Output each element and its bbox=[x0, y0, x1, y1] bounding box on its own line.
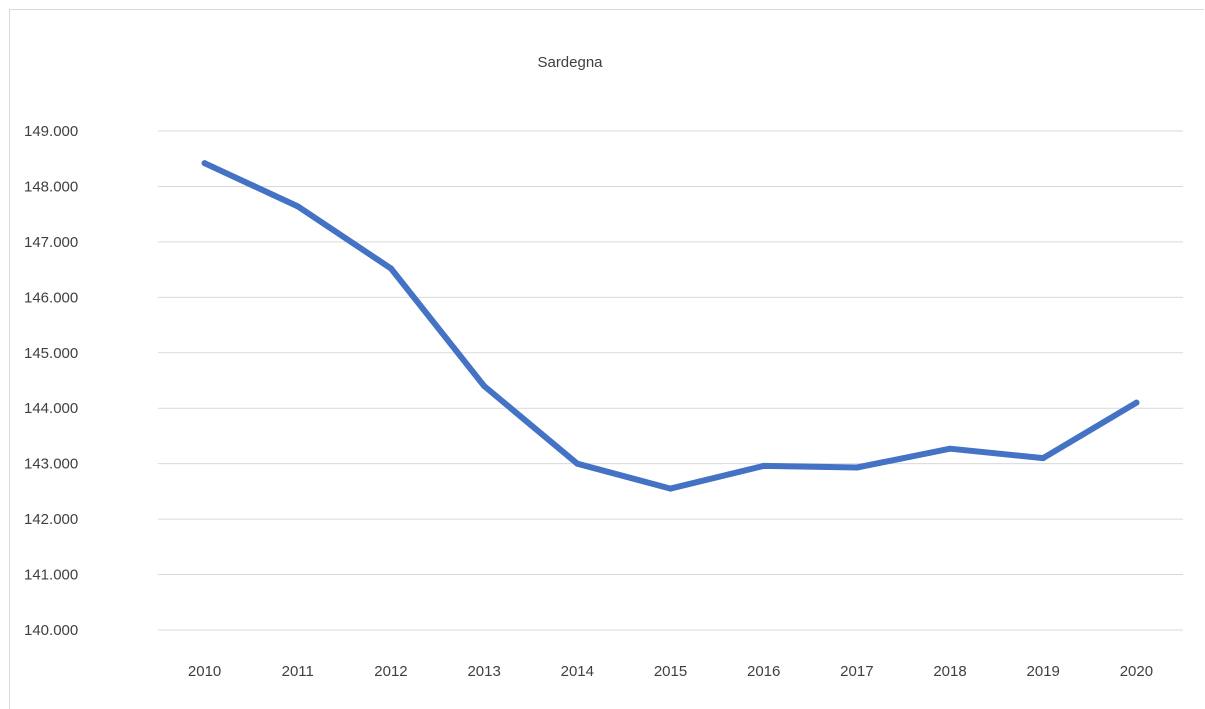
series-group bbox=[201, 160, 1140, 492]
y-tick-label: 143.000 bbox=[24, 456, 78, 473]
x-tick-label: 2015 bbox=[654, 663, 687, 680]
data-point bbox=[947, 445, 954, 452]
data-point bbox=[760, 462, 767, 469]
data-point bbox=[481, 383, 488, 390]
x-tick-label: 2019 bbox=[1027, 663, 1060, 680]
x-tick-label: 2012 bbox=[374, 663, 407, 680]
y-tick-label: 142.000 bbox=[24, 511, 78, 528]
y-tick-label: 149.000 bbox=[24, 123, 78, 140]
y-tick-label: 147.000 bbox=[24, 234, 78, 251]
x-tick-label: 2013 bbox=[467, 663, 500, 680]
y-tick-label: 144.000 bbox=[24, 400, 78, 417]
y-tick-label: 148.000 bbox=[24, 178, 78, 195]
x-tick-label: 2017 bbox=[840, 663, 873, 680]
y-tick-label: 146.000 bbox=[24, 289, 78, 306]
data-point bbox=[201, 160, 208, 167]
data-point bbox=[853, 464, 860, 471]
data-point bbox=[387, 265, 394, 272]
x-tick-label: 2014 bbox=[561, 663, 594, 680]
x-tick-label: 2016 bbox=[747, 663, 780, 680]
chart-frame bbox=[9, 9, 1204, 709]
y-tick-label: 140.000 bbox=[24, 622, 78, 639]
chart-title: Sardegna bbox=[537, 54, 603, 71]
y-axis-ticks: 140.000 141.000 142.000 143.000 144.000 145.0… bbox=[24, 123, 78, 639]
gridlines bbox=[158, 130, 1183, 631]
series-line bbox=[201, 160, 1140, 492]
data-point bbox=[1133, 399, 1140, 406]
data-point bbox=[574, 460, 581, 467]
y-tick-label: 141.000 bbox=[24, 567, 78, 584]
data-point bbox=[294, 203, 301, 210]
data-point bbox=[667, 485, 674, 492]
x-tick-label: 2011 bbox=[282, 663, 314, 680]
x-tick-label: 2020 bbox=[1120, 663, 1153, 680]
data-point bbox=[1040, 455, 1047, 462]
y-tick-label: 145.000 bbox=[24, 345, 78, 362]
x-axis-ticks: 2010 2011 2012 2013 2014 2015 2016 2017 2018 2019… bbox=[188, 663, 1153, 680]
x-tick-label: 2018 bbox=[933, 663, 966, 680]
x-tick-label: 2010 bbox=[188, 663, 221, 680]
